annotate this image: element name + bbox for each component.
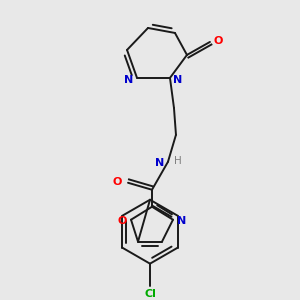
Text: O: O <box>117 216 127 226</box>
Text: O: O <box>213 36 223 46</box>
Text: N: N <box>155 158 165 168</box>
Text: H: H <box>174 156 182 166</box>
Text: Cl: Cl <box>144 289 156 298</box>
Text: O: O <box>112 177 122 187</box>
Text: N: N <box>124 75 134 85</box>
Text: N: N <box>177 216 187 226</box>
Text: N: N <box>173 75 183 85</box>
